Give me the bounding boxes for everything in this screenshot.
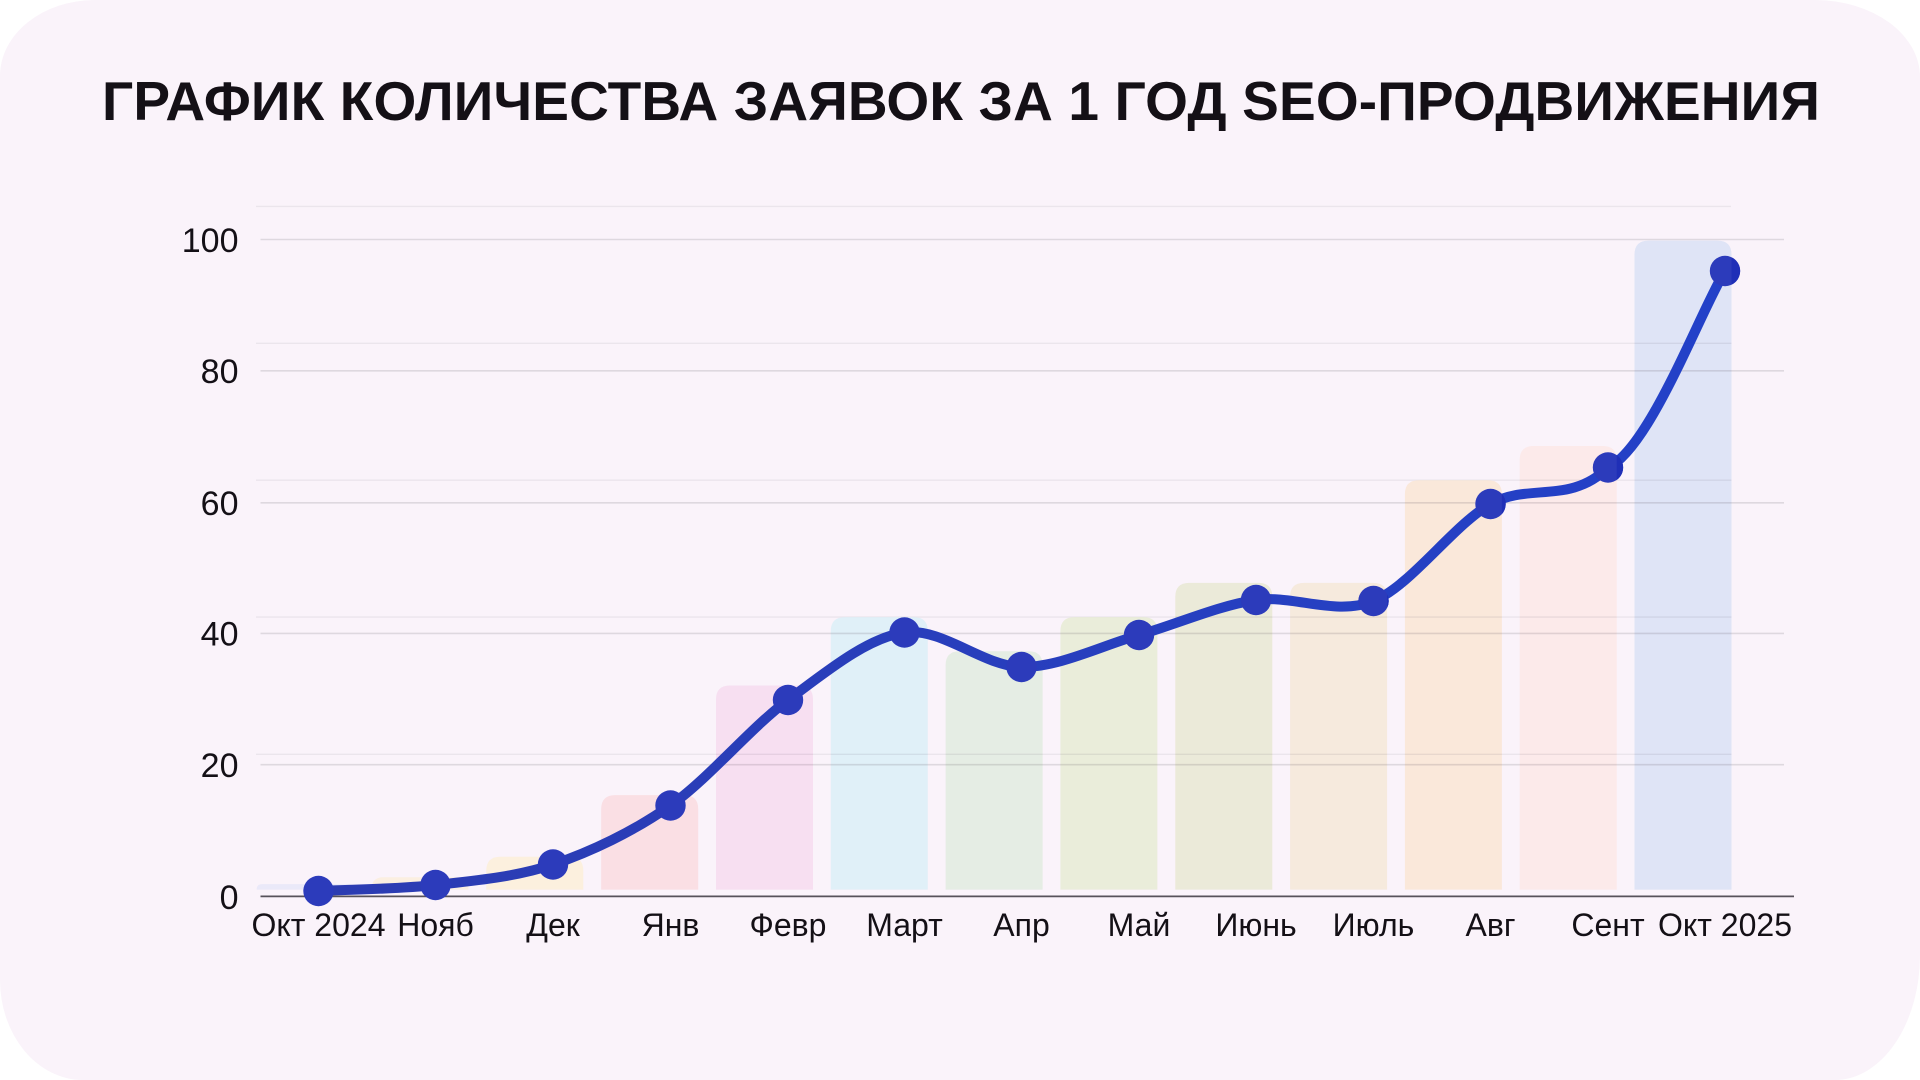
svg-text:20: 20 [201, 747, 239, 785]
svg-text:Февр: Февр [750, 907, 827, 943]
svg-text:Окт 2024: Окт 2024 [252, 907, 386, 943]
svg-text:Янв: Янв [642, 907, 700, 943]
svg-text:Сент: Сент [1571, 907, 1645, 943]
svg-text:Нояб: Нояб [397, 907, 474, 943]
svg-text:100: 100 [182, 222, 239, 260]
svg-text:80: 80 [201, 353, 239, 391]
svg-text:40: 40 [201, 616, 239, 654]
svg-text:60: 60 [201, 485, 239, 523]
svg-text:Окт 2025: Окт 2025 [1658, 907, 1792, 943]
svg-text:Апр: Апр [993, 907, 1049, 943]
svg-text:0: 0 [220, 879, 239, 917]
svg-text:Июнь: Июнь [1215, 907, 1296, 943]
svg-text:Дек: Дек [526, 907, 580, 943]
svg-text:Июль: Июль [1333, 907, 1415, 943]
svg-text:Авг: Авг [1465, 907, 1515, 943]
svg-text:Май: Май [1108, 907, 1171, 943]
svg-text:Март: Март [866, 907, 943, 943]
